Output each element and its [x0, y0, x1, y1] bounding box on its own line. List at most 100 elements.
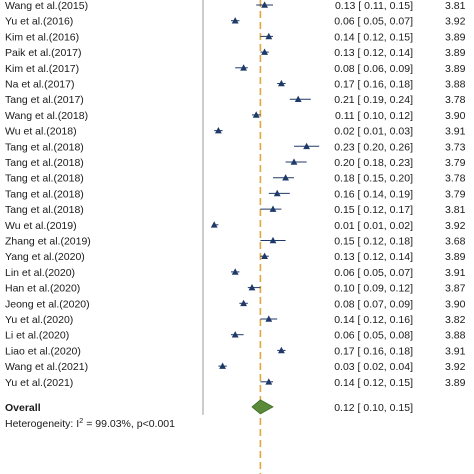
point-estimate-marker [248, 284, 256, 291]
study-row: Tang et al.(2018) 0.23 [ 0.20, 0.26] 3.73 [5, 141, 466, 153]
weight-text: 3.92 [445, 220, 466, 232]
weight-text: 3.88 [445, 330, 466, 342]
estimate-ci-text: 0.10 [ 0.09, 0.12] [334, 283, 413, 295]
weight-text: 3.89 [445, 31, 466, 43]
study-rows: Wang et al.(2015) 0.13 [ 0.11, 0.15] 3.81 Y… [5, 0, 466, 389]
point-estimate-marker [240, 299, 247, 307]
heterogeneity-text: Heterogeneity: I2 = 99.03%, p<0.001 [5, 416, 175, 430]
weight-text: 3.89 [445, 377, 466, 389]
study-label: Yu et al.(2016) [5, 16, 73, 28]
point-estimate-marker [265, 315, 273, 322]
study-row: Tang et al.(2018) 0.20 [ 0.18, 0.23] 3.79 [5, 157, 466, 169]
weight-text: 3.90 [445, 298, 466, 310]
study-label: Tang et al.(2018) [5, 157, 84, 169]
study-row: Liao et al.(2020) 0.17 [ 0.16, 0.18] 3.91 [5, 345, 466, 357]
estimate-ci-text: 0.02 [ 0.01, 0.03] [334, 126, 413, 138]
estimate-ci-text: 0.18 [ 0.15, 0.20] [334, 173, 413, 185]
study-row: Wu et al.(2019) 0.01 [ 0.01, 0.02] 3.92 [5, 220, 466, 232]
weight-text: 3.78 [445, 173, 466, 185]
heterogeneity-prefix: Heterogeneity: I [5, 418, 79, 430]
point-estimate-marker [265, 32, 273, 40]
point-estimate-marker [231, 17, 239, 24]
estimate-ci-text: 0.13 [ 0.12, 0.14] [334, 47, 413, 59]
study-row: Lin et al.(2020) 0.06 [ 0.05, 0.07] 3.91 [5, 267, 466, 279]
study-row: Wu et al.(2018) 0.02 [ 0.01, 0.03] 3.91 [5, 126, 466, 138]
estimate-ci-text: 0.21 [ 0.19, 0.24] [334, 94, 413, 106]
weight-text: 3.79 [445, 188, 466, 200]
overall-row: Overall 0.12 [ 0.10, 0.15] [5, 399, 413, 415]
study-row: Yang et al.(2020) 0.13 [ 0.12, 0.14] 3.89 [5, 251, 466, 263]
study-label: Paik et al.(2017) [5, 47, 81, 59]
point-estimate-marker [231, 268, 239, 275]
estimate-ci-text: 0.03 [ 0.02, 0.04] [334, 361, 413, 373]
study-row: Wang et al.(2021) 0.03 [ 0.02, 0.04] 3.92 [5, 361, 466, 373]
point-estimate-marker [231, 331, 239, 338]
estimate-ci-text: 0.11 [ 0.10, 0.12] [335, 110, 413, 122]
study-label: Li et al.(2020) [5, 330, 69, 342]
point-estimate-marker [265, 378, 273, 385]
point-estimate-marker [282, 174, 289, 181]
study-row: Wang et al.(2018) 0.11 [ 0.10, 0.12] 3.90 [5, 110, 466, 122]
study-label: Han et al.(2020) [5, 283, 80, 295]
estimate-ci-text: 0.06 [ 0.05, 0.07] [334, 16, 413, 28]
study-row: Na et al.(2017) 0.17 [ 0.16, 0.18] 3.88 [5, 79, 466, 91]
weight-text: 3.79 [445, 157, 466, 169]
study-label: Zhang et al.(2019) [5, 236, 91, 248]
study-row: Paik et al.(2017) 0.13 [ 0.12, 0.14] 3.89 [5, 47, 466, 59]
estimate-ci-text: 0.15 [ 0.12, 0.17] [334, 204, 413, 216]
point-estimate-marker [278, 346, 285, 354]
point-estimate-marker [261, 48, 268, 55]
study-label: Tang et al.(2018) [5, 141, 84, 153]
point-estimate-marker [294, 95, 302, 102]
weight-text: 3.92 [445, 361, 466, 373]
estimate-ci-text: 0.13 [ 0.11, 0.15] [335, 0, 413, 12]
study-row: Jeong et al.(2020) 0.08 [ 0.07, 0.09] 3.90 [5, 298, 466, 310]
study-label: Wang et al.(2015) [5, 0, 88, 12]
weight-text: 3.73 [445, 141, 466, 153]
study-row: Zhang et al.(2019) 0.15 [ 0.12, 0.18] 3.68 [5, 236, 466, 248]
overall-label: Overall [5, 402, 41, 414]
estimate-ci-text: 0.08 [ 0.07, 0.09] [334, 298, 413, 310]
point-estimate-marker [210, 221, 218, 228]
weight-text: 3.89 [445, 251, 466, 263]
study-label: Tang et al.(2018) [5, 188, 84, 200]
weight-text: 3.91 [445, 126, 466, 138]
study-label: Yu et al.(2020) [5, 314, 73, 326]
estimate-ci-text: 0.01 [ 0.01, 0.02] [334, 220, 413, 232]
study-row: Tang et al.(2018) 0.18 [ 0.15, 0.20] 3.78 [5, 173, 466, 185]
weight-text: 3.89 [445, 47, 466, 59]
study-row: Tang et al.(2018) 0.16 [ 0.14, 0.19] 3.79 [5, 188, 466, 200]
study-row: Yu et al.(2021) 0.14 [ 0.12, 0.15] 3.89 [5, 377, 466, 389]
weight-text: 3.90 [445, 110, 466, 122]
weight-text: 3.91 [445, 267, 466, 279]
point-estimate-marker [219, 362, 226, 369]
estimate-ci-text: 0.14 [ 0.12, 0.15] [334, 377, 413, 389]
point-estimate-marker [261, 252, 268, 259]
point-estimate-marker [273, 189, 281, 197]
estimate-ci-text: 0.13 [ 0.12, 0.14] [334, 251, 413, 263]
overall-estimate-text: 0.12 [ 0.10, 0.15] [334, 402, 413, 414]
weight-text: 3.92 [445, 16, 466, 28]
point-estimate-marker [269, 236, 277, 244]
study-label: Yu et al.(2021) [5, 377, 73, 389]
weight-text: 3.81 [445, 204, 466, 216]
study-label: Wang et al.(2021) [5, 361, 88, 373]
estimate-ci-text: 0.14 [ 0.12, 0.16] [334, 314, 413, 326]
weight-text: 3.89 [445, 63, 466, 75]
study-label: Lin et al.(2020) [5, 267, 75, 279]
study-row: Kim et al.(2016) 0.14 [ 0.12, 0.15] 3.89 [5, 31, 466, 43]
study-label: Wu et al.(2018) [5, 126, 77, 138]
heterogeneity-superscript: 2 [79, 416, 83, 425]
weight-text: 3.78 [445, 94, 466, 106]
study-label: Kim et al.(2016) [5, 31, 79, 43]
estimate-ci-text: 0.06 [ 0.05, 0.08] [334, 330, 413, 342]
study-label: Jeong et al.(2020) [5, 298, 90, 310]
study-label: Liao et al.(2020) [5, 345, 81, 357]
study-label: Kim et al.(2017) [5, 63, 79, 75]
weight-text: 3.82 [445, 314, 466, 326]
study-row: Yu et al.(2020) 0.14 [ 0.12, 0.16] 3.82 [5, 314, 466, 326]
study-label: Tang et al.(2017) [5, 94, 84, 106]
study-label: Wang et al.(2018) [5, 110, 88, 122]
estimate-ci-text: 0.17 [ 0.16, 0.18] [334, 345, 413, 357]
estimate-ci-text: 0.08 [ 0.06, 0.09] [334, 63, 413, 75]
